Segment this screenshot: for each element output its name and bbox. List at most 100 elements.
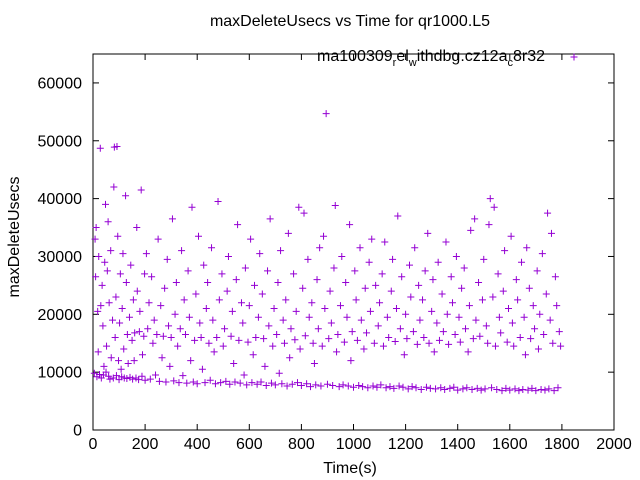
data-point: [322, 110, 330, 118]
data-point: [91, 235, 99, 243]
data-point: [241, 264, 249, 272]
data-point: [133, 287, 141, 295]
data-point: [476, 332, 484, 340]
data-point: [486, 195, 494, 203]
data-point: [403, 335, 411, 343]
data-point: [200, 261, 208, 269]
x-tick-label: 1600: [492, 436, 528, 453]
data-point: [219, 342, 227, 350]
data-point: [106, 375, 114, 383]
data-point: [546, 316, 554, 324]
data-point: [378, 270, 386, 278]
data-point: [254, 313, 262, 321]
data-point: [471, 215, 479, 223]
data-point: [430, 348, 438, 356]
data-point: [168, 215, 176, 223]
data-point: [146, 375, 154, 383]
data-point: [198, 365, 206, 373]
data-point: [321, 305, 329, 313]
y-tick-label: 60000: [38, 75, 83, 92]
data-point: [310, 359, 318, 367]
data-point: [497, 329, 505, 337]
data-point: [545, 385, 553, 393]
data-point: [123, 375, 131, 383]
data-point: [115, 357, 123, 365]
data-point: [325, 335, 333, 343]
data-point: [179, 372, 187, 380]
data-point: [544, 209, 552, 217]
data-point: [103, 342, 111, 350]
data-point: [123, 331, 131, 339]
data-point: [227, 332, 235, 340]
data-point: [411, 244, 419, 252]
data-point: [516, 333, 524, 341]
data-point: [231, 378, 239, 386]
data-point: [416, 316, 424, 324]
data-point: [273, 331, 281, 339]
data-point: [284, 229, 292, 237]
data-point: [116, 319, 124, 327]
data-point: [527, 335, 535, 343]
data-point: [178, 247, 186, 255]
data-point: [468, 386, 476, 394]
data-point: [538, 250, 546, 258]
data-point: [372, 281, 380, 289]
data-point: [533, 267, 541, 275]
data-point: [394, 212, 402, 220]
data-point: [125, 313, 133, 321]
data-point: [333, 348, 341, 356]
data-point: [136, 307, 144, 315]
data-point: [223, 287, 231, 295]
data-point: [365, 258, 373, 266]
data-point: [235, 336, 243, 344]
data-point: [360, 345, 368, 353]
legend-marker: [570, 53, 578, 61]
data-point: [415, 281, 423, 289]
data-point: [387, 287, 395, 295]
data-point: [288, 380, 296, 388]
data-point: [553, 302, 561, 310]
data-points: [90, 110, 565, 395]
data-point: [283, 382, 291, 390]
data-point: [197, 333, 205, 341]
data-point: [181, 331, 189, 339]
data-point: [450, 383, 458, 391]
data-point: [510, 342, 518, 350]
data-point: [519, 386, 527, 394]
data-point: [534, 345, 542, 353]
data-point: [113, 143, 121, 151]
data-point: [224, 252, 232, 260]
data-point: [512, 276, 520, 284]
data-point: [96, 144, 104, 152]
data-point: [489, 293, 497, 301]
data-point: [111, 333, 119, 341]
data-point: [408, 383, 416, 391]
data-point: [185, 313, 193, 321]
data-point: [166, 362, 174, 370]
data-point: [399, 383, 407, 391]
data-point: [204, 278, 212, 286]
data-point: [105, 372, 113, 380]
data-point: [196, 319, 204, 327]
data-point: [130, 357, 138, 365]
data-point: [458, 284, 466, 292]
data-point: [520, 313, 528, 321]
data-point: [392, 305, 400, 313]
data-point: [549, 339, 557, 347]
data-point: [323, 380, 331, 388]
data-point: [364, 384, 372, 392]
x-tick-label: 1400: [440, 436, 476, 453]
data-point: [102, 368, 110, 376]
data-point: [475, 278, 483, 286]
data-point: [481, 385, 489, 393]
data-point: [363, 329, 371, 337]
data-point: [221, 325, 229, 333]
data-point: [455, 313, 463, 321]
data-point: [424, 229, 432, 237]
y-tick-labels: 0 10000 20000 30000 40000 50000 60000: [38, 75, 83, 439]
data-point: [277, 247, 285, 255]
data-point: [528, 384, 536, 392]
data-point: [447, 273, 455, 281]
data-point: [295, 203, 303, 211]
data-point: [368, 235, 376, 243]
